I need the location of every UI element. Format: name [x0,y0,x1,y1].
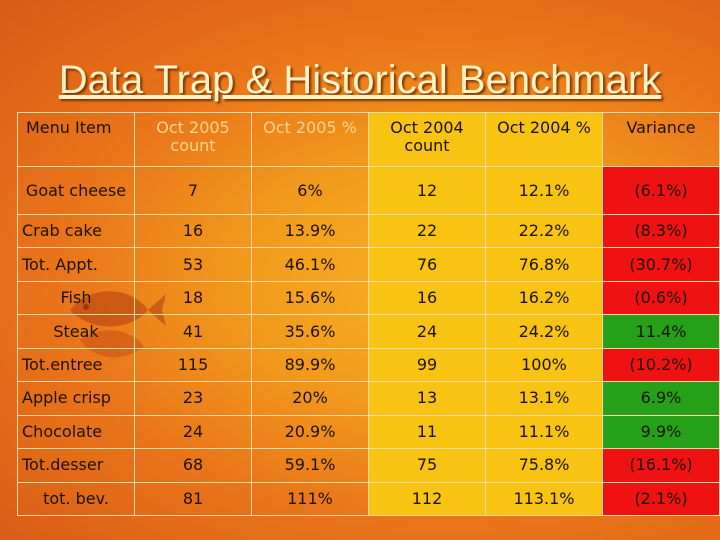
table-row: Steak 41 35.6% 24 24.2% 11.4% [17,314,720,349]
oct-2004-count-cell: 16 [368,280,486,316]
oct-2005-count-cell: 81 [134,481,252,516]
menu-item-cell: Fish [17,280,135,316]
oct-2004-percent-cell: 24.2% [485,314,603,349]
oct-2004-count-cell: 22 [368,213,486,249]
variance-cell: 11.4% [602,314,720,349]
variance-cell: (30.7%) [602,247,720,282]
table-row: Apple crisp 23 20% 13 13.1% 6.9% [17,381,720,416]
oct-2005-percent-cell: 35.6% [251,314,369,349]
menu-item-cell: Goat cheese [17,166,135,215]
oct-2004-percent-cell: 16.2% [485,280,603,316]
oct-2005-count-cell: 115 [134,347,252,383]
oct-2005-percent-cell: 89.9% [251,347,369,383]
variance-cell: (16.1%) [602,448,720,483]
header-oct-2004-count: Oct 2004 count [368,112,486,167]
oct-2005-count-cell: 23 [134,381,252,416]
oct-2004-percent-cell: 100% [485,347,603,383]
oct-2004-percent-cell: 13.1% [485,381,603,416]
table-row: Goat cheese 7 6% 12 12.1% (6.1%) [17,166,720,215]
oct-2004-percent-cell: 113.1% [485,481,603,516]
oct-2005-percent-cell: 111% [251,481,369,516]
oct-2004-count-cell: 24 [368,314,486,349]
table-row: Chocolate 24 20.9% 11 11.1% 9.9% [17,414,720,450]
slide-title: Data Trap & Historical Benchmark [58,58,662,102]
oct-2005-percent-cell: 15.6% [251,280,369,316]
oct-2005-count-cell: 68 [134,448,252,483]
oct-2004-count-cell: 12 [368,166,486,215]
header-oct-2005-percent: Oct 2005 % [251,112,369,167]
table-row: Fish 18 15.6% 16 16.2% (0.6%) [17,280,720,316]
header-variance: Variance [602,112,720,167]
oct-2005-count-cell: 41 [134,314,252,349]
menu-item-cell: Tot.desser [17,448,135,483]
oct-2004-percent-cell: 22.2% [485,213,603,249]
oct-2005-percent-cell: 13.9% [251,213,369,249]
variance-cell: (10.2%) [602,347,720,383]
oct-2005-count-cell: 53 [134,247,252,282]
menu-item-cell: Chocolate [17,414,135,450]
oct-2004-count-cell: 75 [368,448,486,483]
variance-cell: (2.1%) [602,481,720,516]
table-row: Tot.entree 115 89.9% 99 100% (10.2%) [17,347,720,383]
oct-2005-percent-cell: 20.9% [251,414,369,450]
oct-2005-percent-cell: 59.1% [251,448,369,483]
oct-2004-count-cell: 112 [368,481,486,516]
oct-2005-percent-cell: 46.1% [251,247,369,282]
table-row: Tot. Appt. 53 46.1% 76 76.8% (30.7%) [17,247,720,282]
oct-2005-percent-cell: 6% [251,166,369,215]
menu-item-cell: Tot.entree [17,347,135,383]
variance-cell: (0.6%) [602,280,720,316]
variance-cell: 9.9% [602,414,720,450]
benchmark-table: Menu Item Oct 2005 count Oct 2005 % Oct … [17,112,720,516]
header-oct-2004-percent: Oct 2004 % [485,112,603,167]
oct-2005-count-cell: 18 [134,280,252,316]
menu-item-cell: Steak [17,314,135,349]
table-header-row: Menu Item Oct 2005 count Oct 2005 % Oct … [17,112,720,167]
oct-2004-percent-cell: 12.1% [485,166,603,215]
menu-item-cell: Apple crisp [17,381,135,416]
oct-2005-count-cell: 24 [134,414,252,450]
table-row: Crab cake 16 13.9% 22 22.2% (8.3%) [17,213,720,249]
menu-item-cell: tot. bev. [17,481,135,516]
oct-2004-count-cell: 99 [368,347,486,383]
oct-2004-count-cell: 13 [368,381,486,416]
variance-cell: 6.9% [602,381,720,416]
oct-2005-percent-cell: 20% [251,381,369,416]
table-row: Tot.desser 68 59.1% 75 75.8% (16.1%) [17,448,720,483]
menu-item-cell: Tot. Appt. [17,247,135,282]
variance-cell: (6.1%) [602,166,720,215]
oct-2004-percent-cell: 11.1% [485,414,603,450]
table-row: tot. bev. 81 111% 112 113.1% (2.1%) [17,481,720,516]
header-menu-item: Menu Item [17,112,135,167]
header-oct-2005-count: Oct 2005 count [134,112,252,167]
oct-2005-count-cell: 7 [134,166,252,215]
oct-2004-count-cell: 11 [368,414,486,450]
oct-2004-percent-cell: 76.8% [485,247,603,282]
variance-cell: (8.3%) [602,213,720,249]
oct-2005-count-cell: 16 [134,213,252,249]
oct-2004-percent-cell: 75.8% [485,448,603,483]
menu-item-cell: Crab cake [17,213,135,249]
oct-2004-count-cell: 76 [368,247,486,282]
